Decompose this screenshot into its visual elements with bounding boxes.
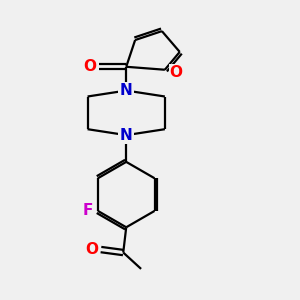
Text: O: O xyxy=(85,242,98,257)
Text: O: O xyxy=(83,59,97,74)
Text: N: N xyxy=(120,128,133,142)
Text: O: O xyxy=(169,65,182,80)
Text: N: N xyxy=(120,83,133,98)
Text: F: F xyxy=(83,203,93,218)
